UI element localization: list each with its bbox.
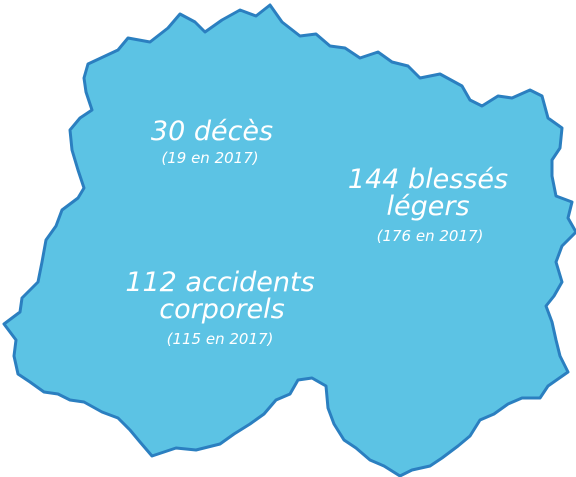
label-main: légers	[386, 191, 469, 222]
region-outline	[2, 3, 576, 477]
label-sub: (176 en 2017)	[377, 227, 484, 245]
label-sub: (19 en 2017)	[161, 149, 258, 167]
label-main: 144 blessés	[348, 164, 508, 195]
label-main: 112 accidents	[125, 267, 314, 298]
label-main: corporels	[159, 294, 284, 325]
label-main: 30 décès	[151, 116, 273, 147]
label-sub: (115 en 2017)	[167, 330, 274, 348]
